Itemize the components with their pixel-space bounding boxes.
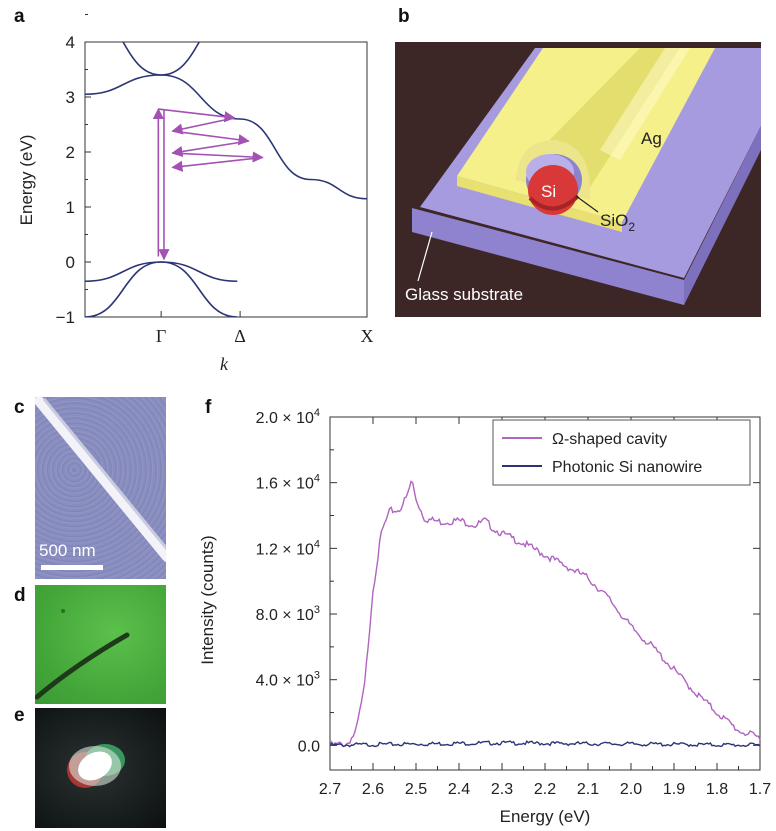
- sio2-leader: [575, 195, 599, 213]
- sem-nanowire: [35, 397, 166, 562]
- emission-core: [78, 751, 112, 781]
- sio2-label: SiO2: [600, 211, 635, 234]
- panel-letter-e: e: [14, 705, 25, 726]
- sem-scalebar: [41, 565, 103, 570]
- panel-letter-c: c: [14, 397, 25, 418]
- panel-letter-d: d: [14, 585, 26, 606]
- si-core-shade: [528, 194, 580, 211]
- ag-groove-highlight: [600, 48, 690, 160]
- panel-letter-b: b: [398, 6, 410, 27]
- substrate-leader: [417, 231, 433, 282]
- sio2-main: SiO: [600, 211, 628, 230]
- optical-nanowire: [35, 632, 130, 700]
- sem-nanowire-shade: [42, 398, 166, 551]
- panel-letter-f: f: [205, 397, 212, 418]
- sem-scalebar-label: 500 nm: [39, 541, 96, 560]
- panel-letter-a: a: [14, 6, 25, 27]
- substrate-side: [684, 126, 761, 305]
- si-core: [528, 165, 578, 215]
- optical-speck: [61, 609, 65, 613]
- substrate-front: [412, 208, 684, 305]
- sio2-subscript: 2: [628, 220, 635, 234]
- si-label: Si: [541, 182, 556, 201]
- emission-image: [35, 708, 166, 828]
- ag-label: Ag: [641, 129, 662, 148]
- sem-image: 500 nm: [35, 397, 166, 579]
- substrate-label: Glass substrate: [405, 285, 523, 304]
- optical-image: [35, 585, 166, 704]
